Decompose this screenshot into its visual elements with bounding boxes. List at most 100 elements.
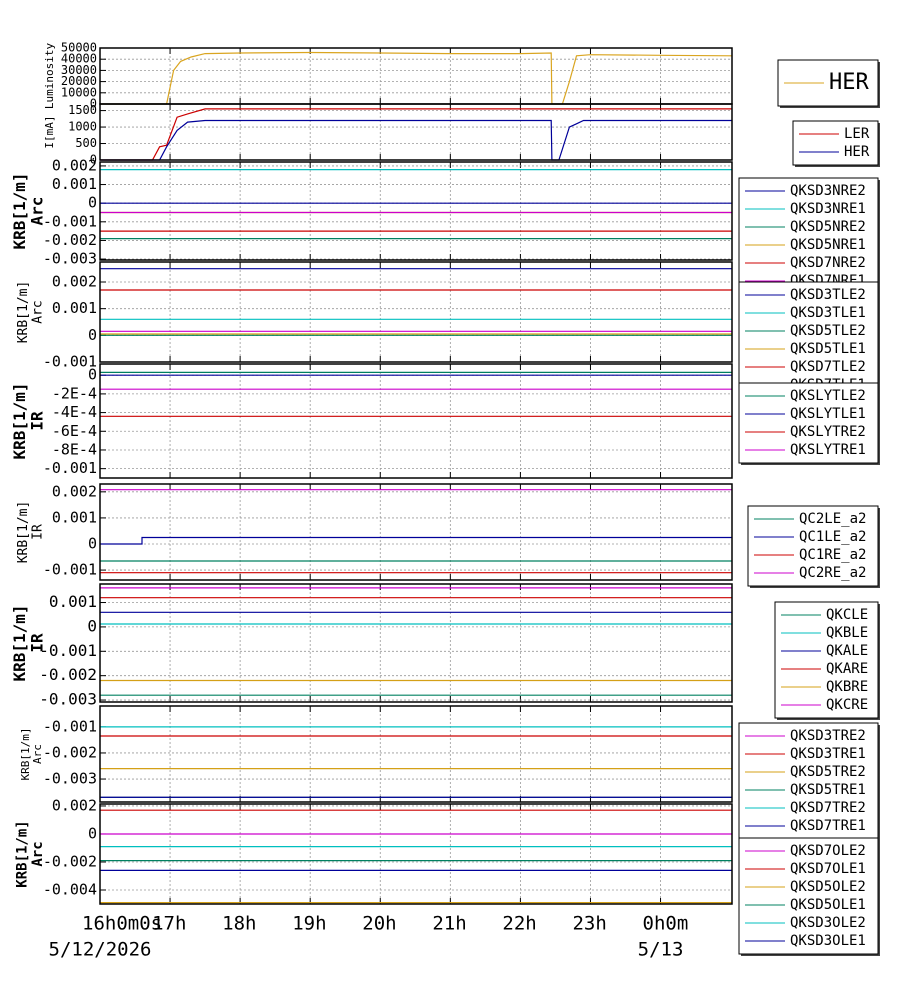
plot-frame [99,705,733,803]
y-tick-label: 0 [88,194,97,212]
x-tick-label: 23h [572,913,606,935]
plot-frame [99,483,733,581]
x-tick-label: 19h [292,913,326,935]
y-tick-label: 0.002 [52,156,97,174]
legend-label: QKSLYTRE2 [790,424,866,440]
legend-label: QKSLYTLE2 [790,388,866,404]
y-axis-label: IR [28,633,47,653]
legend-label: QKSD5OLE1 [790,897,866,913]
x-tick-label: 0h0m [643,913,689,935]
legend-label: QKSD5TLE2 [790,323,866,339]
legend-label: QKSD7TLE2 [790,359,866,375]
legend-label: QC1LE_a2 [799,529,866,545]
y-tick-label: -0.004 [43,880,97,898]
legend-label: QKSD5TRE2 [790,764,866,780]
y-tick-label: 0.001 [52,175,97,193]
y-tick-label: 0 [88,824,97,842]
legend-label: QKBRE [826,679,868,695]
y-axis-label: KRB[1/m] [10,382,29,459]
y-tick-label: -0.002 [43,231,97,249]
legend-label: QKSD7TRE1 [790,818,866,834]
legend-label: QKSD7OLE1 [790,861,866,877]
legend-label: QKSD5TLE1 [790,341,866,357]
legend-box [738,837,879,955]
y-axis-label: KRB[1/m] [16,501,31,564]
y-axis-label: I[mA] [43,115,56,148]
legend-box [738,722,879,840]
y-tick-label: 10000 [61,85,97,99]
y-axis-label: Arc [30,841,46,866]
y-axis-label: KRB[1/m] [10,604,29,681]
date-label: 5/12/2026 [49,939,152,961]
y-tick-label: 0.002 [52,796,97,814]
legend-label: QKCLE [826,607,868,623]
legend-label: QKSD3NRE2 [790,183,866,199]
legend-label: QKCRE [826,697,868,713]
legend-box [792,120,879,166]
y-tick-label: -0.002 [43,743,97,761]
plot-frame [99,103,733,161]
legend-label: QKSD5TRE1 [790,782,866,798]
date-label: 5/13 [638,939,684,961]
y-axis-label: KRB[1/m] [15,820,31,887]
y-tick-label: -0.003 [43,770,97,788]
y-tick-label: 0 [90,97,97,111]
series-line [100,536,732,545]
y-tick-label: -0.003 [43,250,97,268]
plot-frame [99,583,733,703]
legend-label: QKALE [826,643,868,659]
legend-label: QKSD3NRE1 [790,201,866,217]
legend-label: QKSD3TRE1 [790,746,866,762]
legend-label: QKSD3OLE2 [790,915,866,931]
x-tick-label: 16h0m0s [82,913,162,935]
x-tick-label: 22h [502,913,536,935]
y-tick-label: 1000 [68,120,97,134]
plot-frame [99,161,733,261]
legend-label: QKSD7NRE2 [790,255,866,271]
legend-box [774,601,879,719]
y-tick-label: 20000 [61,74,97,88]
legend-label: QC2RE_a2 [799,565,866,581]
plot-frame [99,363,733,479]
y-tick-label: 30000 [61,63,97,77]
y-tick-label: -0.001 [43,353,97,371]
series-line [100,108,732,161]
y-axis-label: Arc [28,197,47,226]
legend-label: LER [844,126,870,142]
y-axis-label: IR [28,411,47,431]
y-tick-label: -2E-4 [52,384,97,402]
legend-label: QKSLYTRE1 [790,442,866,458]
legend-label: QKSD5NRE2 [790,219,866,235]
legend-label: QKSD3TRE2 [790,728,866,744]
legend-label: QKSLYTLE1 [790,406,866,422]
legend-label: QKSD3TLE2 [790,287,866,303]
legend-label: QC1RE_a2 [799,547,866,563]
y-tick-label: -6E-4 [52,422,97,440]
y-tick-label: 0.001 [52,508,97,526]
y-tick-label: 0.001 [49,592,97,611]
y-tick-label: 0 [88,366,97,384]
y-tick-label: 0 [88,326,97,344]
y-tick-label: -4E-4 [52,403,97,421]
y-tick-label: 500 [75,136,97,150]
y-tick-label: -0.002 [39,665,97,684]
y-tick-label: -0.001 [39,641,97,660]
y-tick-label: 0.002 [52,482,97,500]
y-tick-label: 0.002 [52,273,97,291]
legend-label: QKSD5OLE2 [790,879,866,895]
y-axis-label: KRB[1/m] [16,281,31,344]
legend-label: HER [829,70,869,95]
legend-label: QKSD3OLE1 [790,933,866,949]
y-tick-label: -0.002 [43,852,97,870]
x-tick-label: 18h [222,913,256,935]
legend-label: QKSD3TLE1 [790,305,866,321]
y-tick-label: 1500 [68,103,97,117]
y-tick-label: -0.003 [39,690,97,709]
y-tick-label: -0.001 [43,459,97,477]
legend-label: QKBLE [826,625,868,641]
y-tick-label: 50000 [61,41,97,55]
y-axis-label: KRB[1/m] [19,728,32,781]
x-tick-label: 17h [152,913,186,935]
series-line [100,119,732,161]
